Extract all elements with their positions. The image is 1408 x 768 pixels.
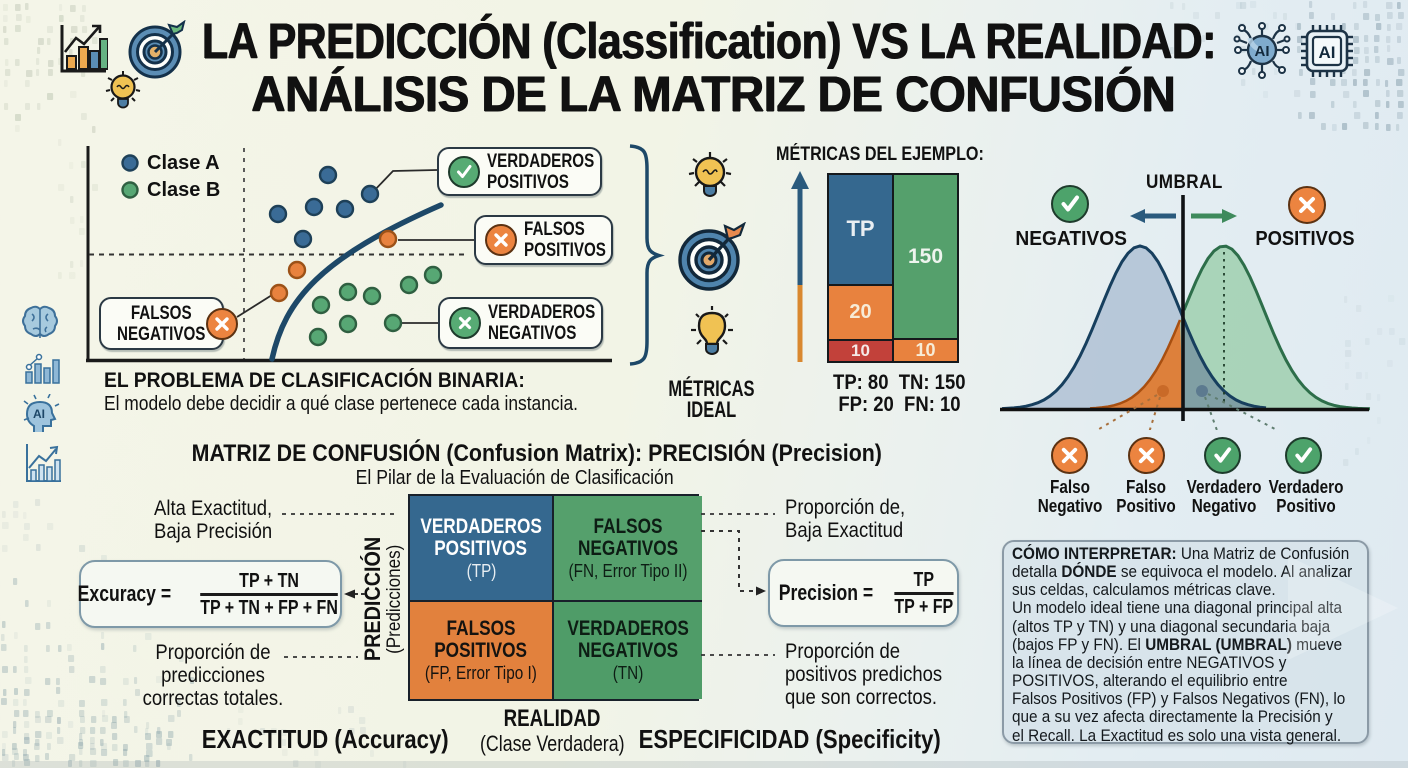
svg-text:AI: AI (33, 407, 45, 421)
svg-text:AI: AI (1319, 43, 1336, 62)
svg-text:AI: AI (1255, 43, 1270, 60)
